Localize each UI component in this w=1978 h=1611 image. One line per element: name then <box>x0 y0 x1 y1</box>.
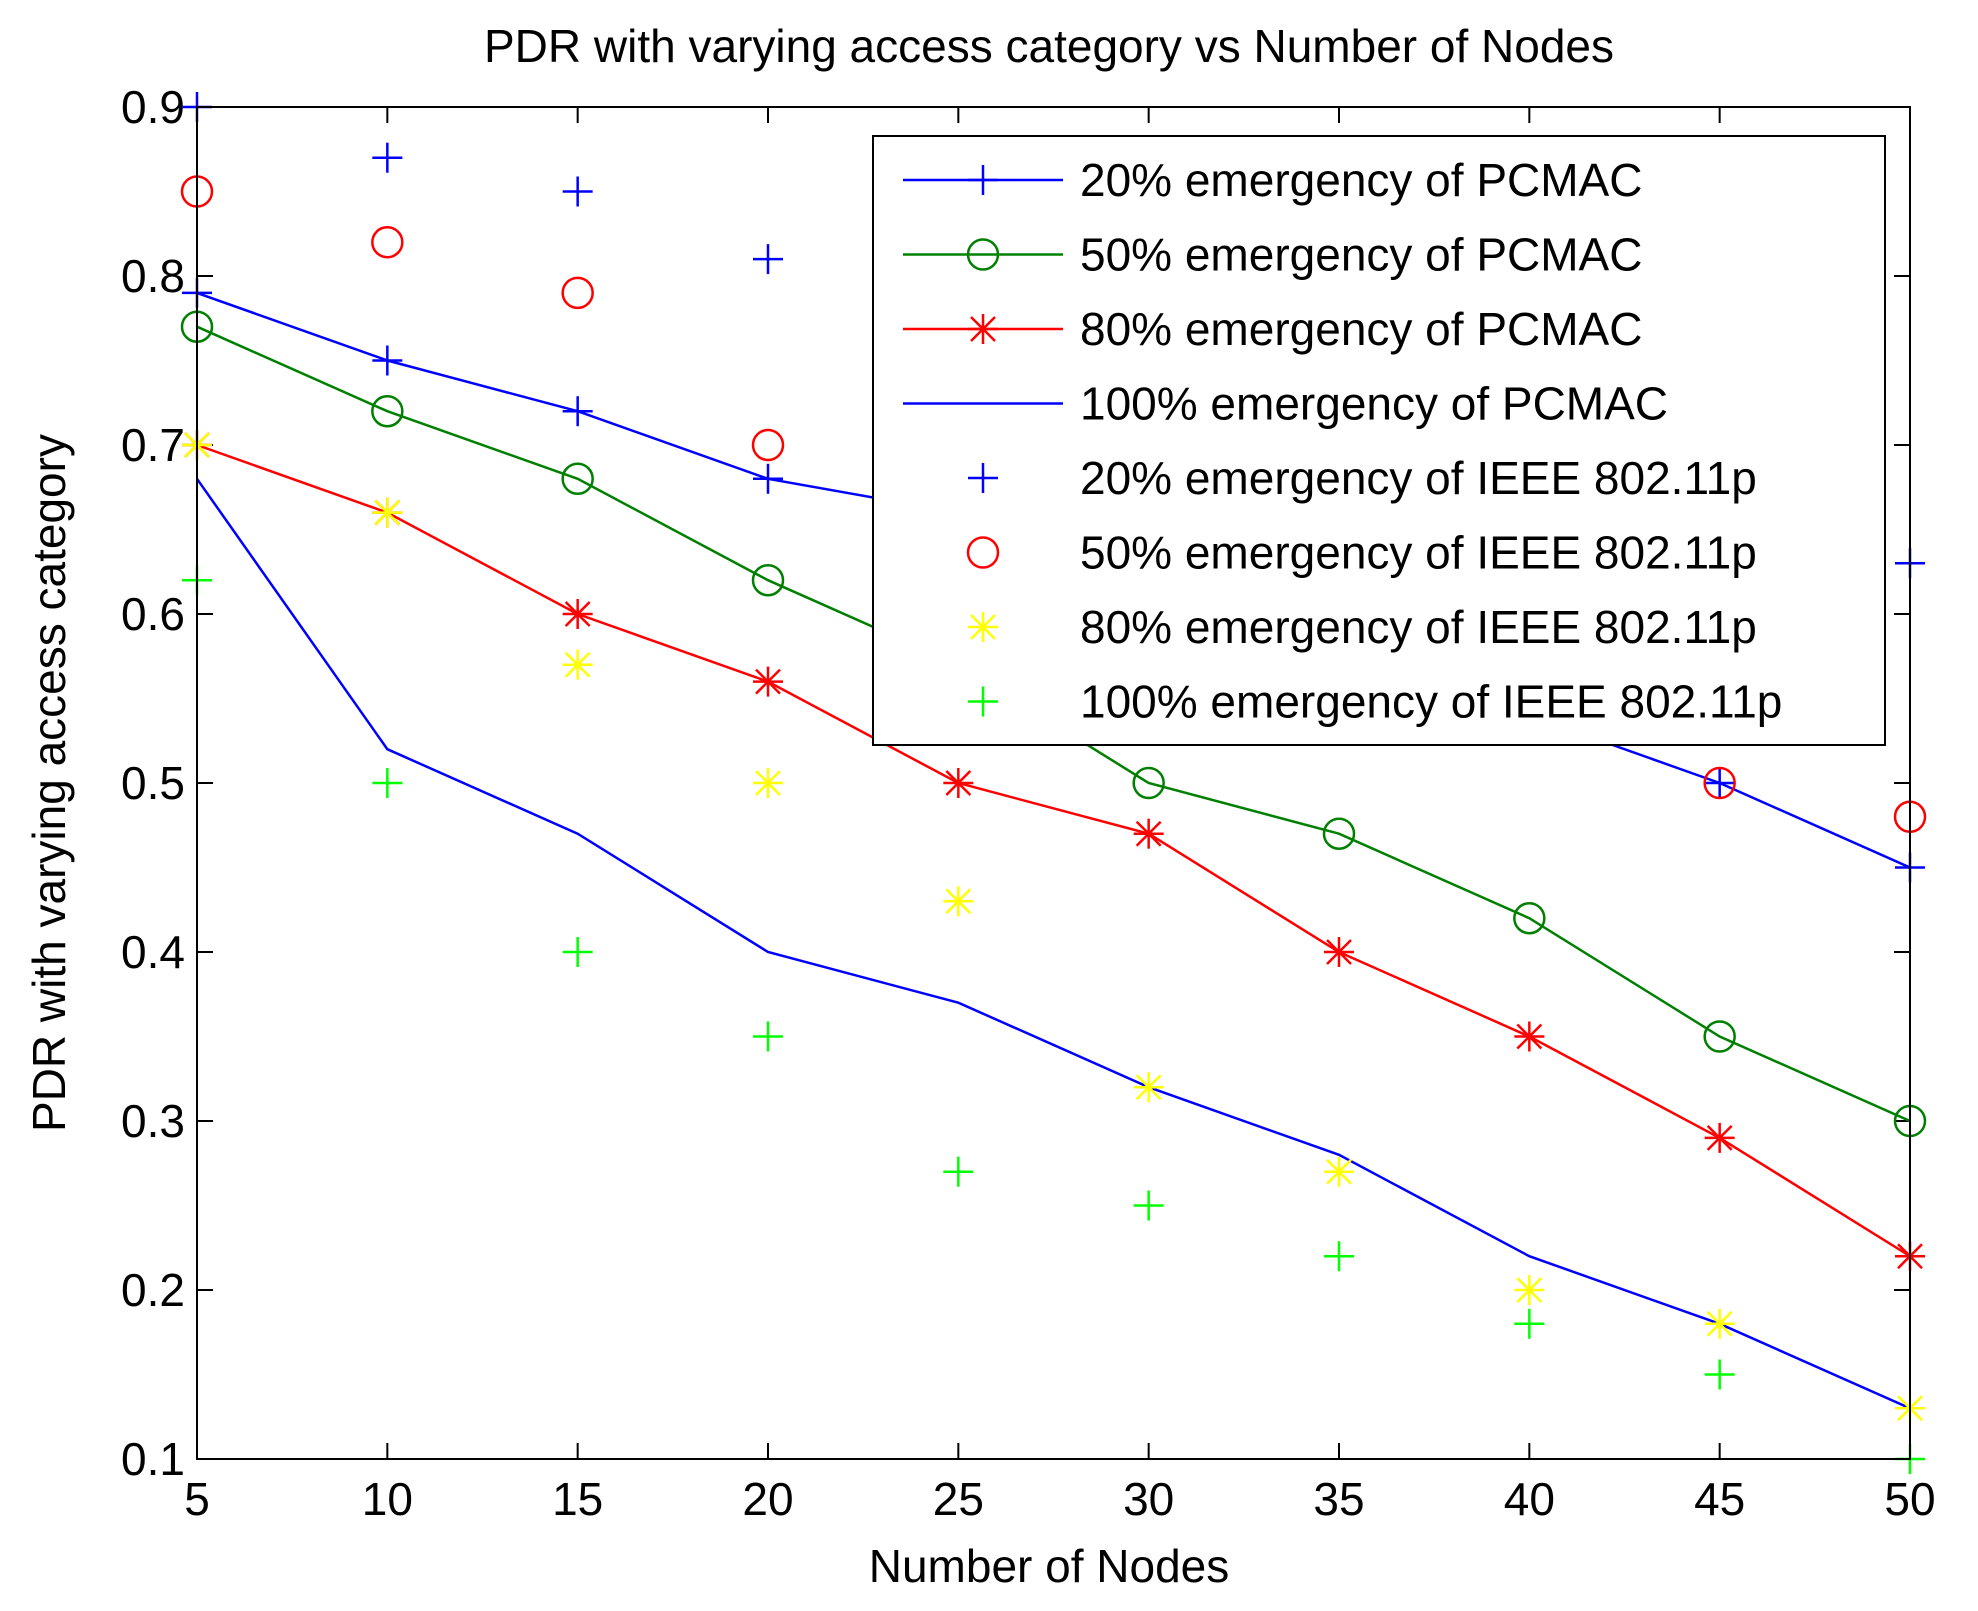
data-point-80-pct-emergency-of-pcmac <box>943 768 974 798</box>
data-point-20-pct-emergency-of-ieee-802-11p <box>562 176 593 207</box>
legend-entry-50-pct-emergency-of-pcmac: 50% emergency of PCMAC <box>903 229 1642 281</box>
data-point-50-pct-emergency-of-ieee-802-11p <box>1703 766 1736 800</box>
y-axis-label: PDR with varying access category <box>23 434 75 1132</box>
x-tick-label: 10 <box>362 1473 413 1525</box>
legend-label: 100% emergency of IEEE 802.11p <box>1080 676 1782 728</box>
data-point-80-pct-emergency-of-ieee-802-11p <box>1704 1308 1735 1339</box>
data-point-20-pct-emergency-of-pcmac <box>753 463 783 494</box>
legend-box <box>872 135 1886 746</box>
data-point-80-pct-emergency-of-ieee-802-11p <box>943 886 974 917</box>
data-point-100-pct-emergency-of-ieee-802-11p <box>753 1021 783 1052</box>
legend-entry-80-pct-emergency-of-pcmac: 80% emergency of PCMAC <box>903 303 1642 355</box>
y-tick-label: 0.8 <box>121 250 185 302</box>
data-point-80-pct-emergency-of-pcmac <box>753 666 783 697</box>
y-tick-labels: 0.1 0.2 0.3 0.4 0.5 0.6 0.7 0.8 0.9 <box>121 81 185 1485</box>
data-point-100-pct-emergency-of-ieee-802-11p <box>372 768 403 798</box>
legend-marker-100-pct-emergency-of-ieee-802-11p <box>968 686 998 717</box>
y-tick-label: 0.2 <box>121 1264 185 1316</box>
series-line-100-pct-emergency-of-pcmac <box>195 478 1911 1410</box>
legend-marker-50-pct-emergency-of-ieee-802-11p <box>966 536 1000 569</box>
x-axis-label: Number of Nodes <box>869 1540 1230 1592</box>
series-line-80-pct-emergency-of-pcmac <box>196 443 1911 1258</box>
legend-label: 20% emergency of PCMAC <box>1080 154 1642 206</box>
legend: 20% emergency of PCMAC 50% emergency of P… <box>872 135 1886 746</box>
y-tick-label: 0.1 <box>121 1433 185 1485</box>
data-point-100-pct-emergency-of-ieee-802-11p <box>1324 1241 1354 1272</box>
data-point-50-pct-emergency-of-pcmac <box>1513 901 1546 935</box>
legend-entry-20-pct-emergency-of-ieee-802-11p: 20% emergency of IEEE 802.11p <box>968 452 1757 504</box>
x-tick-labels: 5 10 15 20 25 30 35 40 45 50 <box>184 1473 1935 1525</box>
legend-marker-80-pct-emergency-of-ieee-802-11p <box>968 612 998 642</box>
legend-entry-20-pct-emergency-of-pcmac: 20% emergency of PCMAC <box>903 154 1642 206</box>
y-tick-label: 0.4 <box>121 926 185 978</box>
x-tick-label: 15 <box>552 1473 603 1525</box>
data-point-80-pct-emergency-of-pcmac <box>1133 818 1164 849</box>
legend-entry-100-pct-emergency-of-ieee-802-11p: 100% emergency of IEEE 802.11p <box>968 676 1782 728</box>
data-point-50-pct-emergency-of-pcmac <box>1132 766 1165 800</box>
x-tick-label: 20 <box>742 1473 793 1525</box>
legend-label: 50% emergency of PCMAC <box>1080 229 1642 281</box>
data-point-20-pct-emergency-of-ieee-802-11p <box>372 142 403 173</box>
data-point-50-pct-emergency-of-pcmac <box>1322 817 1356 850</box>
data-point-80-pct-emergency-of-ieee-802-11p <box>372 497 403 528</box>
data-point-100-pct-emergency-of-ieee-802-11p <box>562 937 593 967</box>
series-80-pct-emergency-of-pcmac <box>182 430 1925 1272</box>
series-80-pct-emergency-of-ieee-802-11p <box>182 430 1925 1424</box>
x-tick-label: 5 <box>184 1473 210 1525</box>
data-point-100-pct-emergency-of-ieee-802-11p <box>1133 1190 1164 1221</box>
x-tick-label: 30 <box>1123 1473 1174 1525</box>
data-point-20-pct-emergency-of-pcmac <box>562 396 593 427</box>
data-point-20-pct-emergency-of-pcmac <box>1704 768 1735 798</box>
x-tick-label: 50 <box>1884 1473 1935 1525</box>
data-point-80-pct-emergency-of-ieee-802-11p <box>562 649 593 680</box>
legend-label: 100% emergency of PCMAC <box>1080 378 1668 430</box>
legend-marker-80-pct-emergency-of-pcmac <box>968 314 998 344</box>
data-point-80-pct-emergency-of-ieee-802-11p <box>1514 1275 1545 1305</box>
data-point-80-pct-emergency-of-ieee-802-11p <box>753 768 783 798</box>
data-point-20-pct-emergency-of-ieee-802-11p <box>753 244 783 275</box>
legend-marker-20-pct-emergency-of-ieee-802-11p <box>968 463 998 493</box>
x-tick-label: 35 <box>1313 1473 1364 1525</box>
data-point-50-pct-emergency-of-pcmac <box>561 462 594 496</box>
legend-entry-80-pct-emergency-of-ieee-802-11p: 80% emergency of IEEE 802.11p <box>968 601 1757 653</box>
data-point-50-pct-emergency-of-ieee-802-11p <box>371 225 404 259</box>
axes-frame <box>196 106 1911 1460</box>
data-point-80-pct-emergency-of-pcmac <box>1324 937 1354 967</box>
y-tick-label: 0.7 <box>121 419 185 471</box>
legend-label: 80% emergency of IEEE 802.11p <box>1080 601 1757 653</box>
x-tick-label: 45 <box>1694 1473 1745 1525</box>
y-tick-label: 0.5 <box>121 757 185 809</box>
data-point-100-pct-emergency-of-ieee-802-11p <box>943 1156 974 1187</box>
data-point-20-pct-emergency-of-pcmac <box>372 345 403 376</box>
x-tick-label: 40 <box>1504 1473 1555 1525</box>
legend-entry-50-pct-emergency-of-ieee-802-11p: 50% emergency of IEEE 802.11p <box>966 527 1757 579</box>
data-point-50-pct-emergency-of-ieee-802-11p <box>561 276 594 310</box>
y-tick-label: 0.9 <box>121 81 185 133</box>
data-point-100-pct-emergency-of-ieee-802-11p <box>1514 1308 1545 1339</box>
legend-marker-50-pct-emergency-of-pcmac <box>966 238 1000 271</box>
data-point-50-pct-emergency-of-pcmac <box>1703 1020 1736 1053</box>
data-point-50-pct-emergency-of-pcmac <box>751 563 785 597</box>
legend-label: 50% emergency of IEEE 802.11p <box>1080 527 1757 579</box>
legend-label: 80% emergency of PCMAC <box>1080 303 1642 355</box>
data-point-80-pct-emergency-of-pcmac <box>1514 1021 1545 1052</box>
chart-title: PDR with varying access category vs Numb… <box>484 20 1614 72</box>
data-point-50-pct-emergency-of-ieee-802-11p <box>751 428 785 462</box>
data-point-80-pct-emergency-of-ieee-802-11p <box>1133 1072 1164 1103</box>
data-point-80-pct-emergency-of-pcmac <box>562 599 593 629</box>
data-point-50-pct-emergency-of-pcmac <box>371 394 404 428</box>
legend-marker-20-pct-emergency-of-pcmac <box>968 165 998 195</box>
data-point-80-pct-emergency-of-ieee-802-11p <box>1324 1156 1354 1187</box>
y-tick-label: 0.3 <box>121 1095 185 1147</box>
legend-entry-100-pct-emergency-of-pcmac: 100% emergency of PCMAC <box>903 378 1668 430</box>
x-tick-label: 25 <box>933 1473 984 1525</box>
legend-label: 20% emergency of IEEE 802.11p <box>1080 452 1757 504</box>
y-tick-label: 0.6 <box>121 588 185 640</box>
series-100-pct-emergency-of-pcmac <box>195 478 1911 1410</box>
data-point-80-pct-emergency-of-pcmac <box>1704 1122 1735 1153</box>
data-point-100-pct-emergency-of-ieee-802-11p <box>1704 1359 1735 1390</box>
